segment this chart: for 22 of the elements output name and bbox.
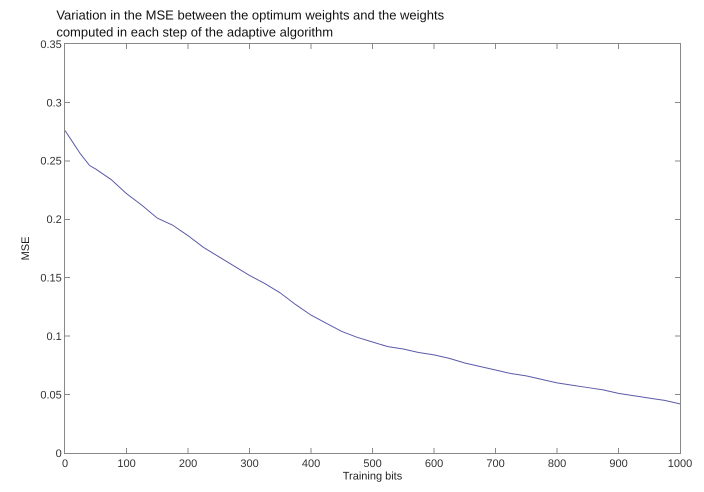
x-tick-label: 400	[302, 458, 320, 470]
y-tick-label: 0.3	[46, 97, 62, 110]
y-tick-label: 0.15	[40, 272, 62, 285]
x-tick-label: 500	[363, 458, 382, 470]
y-tick-label: 0.25	[40, 156, 62, 168]
x-tick-label: 600	[424, 458, 444, 470]
x-tick-label: 700	[486, 458, 505, 470]
chart-title: Variation in the MSE between the optimum weights and the weights computed in each step of the adaptive algorithm	[56, 8, 445, 40]
x-tick-label: 900	[609, 458, 628, 470]
y-tick-label: 0	[56, 448, 62, 460]
line-series	[65, 130, 680, 404]
y-tick-label: 0.2	[46, 214, 62, 226]
x-tick-label: 300	[240, 458, 259, 470]
y-axis-title: MSE	[20, 236, 32, 260]
x-tick-label: 800	[548, 458, 566, 470]
y-tick-label: 0.35	[40, 38, 62, 51]
y-tick-label: 0.1	[46, 330, 62, 343]
y-tick-label: 0.05	[40, 389, 62, 402]
x-tick-label: 1000	[668, 458, 692, 470]
x-tick-label: 200	[178, 458, 198, 470]
x-tick-label: 100	[117, 458, 136, 470]
x-axis-title: Training bits	[342, 470, 403, 482]
